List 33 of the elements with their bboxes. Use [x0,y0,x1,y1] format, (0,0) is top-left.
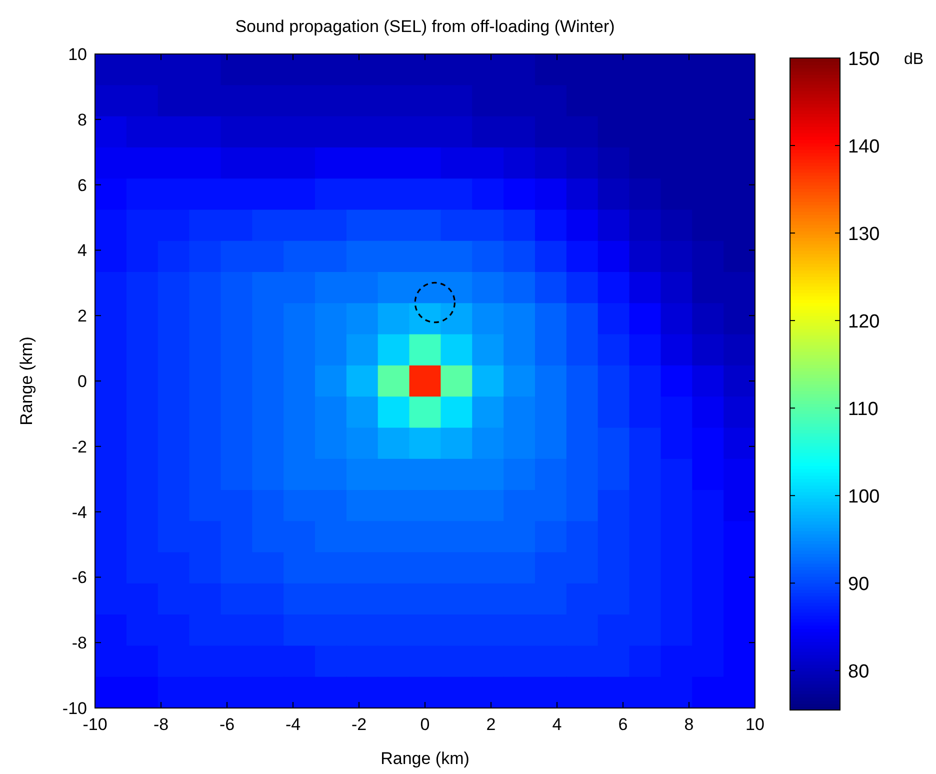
x-axis-title: Range (km) [380,749,470,768]
color-bar-title: dB [904,51,924,68]
x-tick-label: -4 [285,715,301,734]
y-tick-label: 8 [78,110,87,130]
color-bar-label: 100 [848,486,880,508]
y-tick-label: 4 [78,241,87,260]
x-tick-label: 8 [684,715,694,734]
y-tick-label: 2 [78,306,87,326]
x-tick-label: -6 [219,715,235,734]
x-tick-label: 4 [552,715,562,734]
y-tick-label: -8 [72,634,87,653]
color-bar-label: 80 [848,662,870,683]
y-tick-label: -2 [72,437,87,456]
x-tick-label: 10 [746,715,764,734]
x-tick-label: 2 [486,715,496,734]
y-tick-label: 6 [78,176,87,195]
color-bar-label: 130 [848,224,880,246]
x-tick-label: -2 [351,715,367,734]
chart-title: Sound propagation (SEL) from off-loading (Winter) [235,17,615,36]
x-tick-label: -8 [153,715,169,734]
color-bar-label: 150 [848,49,880,70]
x-tick-label: 6 [618,715,628,734]
color-bar-label: 120 [848,312,880,333]
color-bar-label: 110 [848,399,878,420]
y-tick-label: 10 [68,45,87,64]
color-bar-label: 90 [848,574,870,596]
y-tick-label: -4 [72,502,87,522]
color-bar-label: 140 [848,136,880,158]
x-tick-label: 0 [420,715,430,734]
y-axis-title: Range (km) [17,336,36,426]
y-tick-label: 0 [78,372,87,391]
y-tick-label: -10 [62,699,87,718]
y-tick-label: -6 [72,568,87,588]
